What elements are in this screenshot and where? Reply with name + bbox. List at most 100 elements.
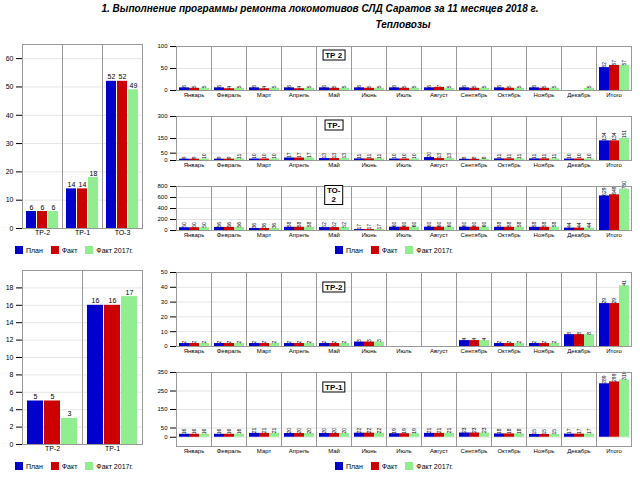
svg-text:20: 20 bbox=[6, 168, 14, 175]
svg-text:Март: Март bbox=[257, 92, 272, 98]
svg-text:21: 21 bbox=[426, 428, 432, 434]
svg-text:Октябрь: Октябрь bbox=[497, 232, 520, 238]
svg-text:10: 10 bbox=[251, 153, 257, 159]
svg-text:50: 50 bbox=[181, 222, 187, 228]
svg-text:150: 150 bbox=[157, 135, 168, 141]
svg-text:10: 10 bbox=[6, 354, 14, 361]
svg-text:23: 23 bbox=[471, 427, 477, 433]
svg-text:16: 16 bbox=[201, 429, 207, 435]
svg-text:Июнь: Июнь bbox=[361, 448, 376, 454]
svg-text:19: 19 bbox=[391, 428, 397, 434]
svg-text:600: 600 bbox=[157, 194, 168, 200]
svg-text:10: 10 bbox=[401, 153, 407, 159]
svg-text:8: 8 bbox=[10, 371, 14, 378]
svg-text:52: 52 bbox=[601, 62, 607, 68]
svg-text:6: 6 bbox=[356, 85, 362, 88]
svg-text:Апрель: Апрель bbox=[289, 162, 309, 168]
svg-text:22: 22 bbox=[366, 427, 372, 433]
svg-text:200: 200 bbox=[157, 216, 168, 222]
svg-text:7: 7 bbox=[436, 84, 442, 87]
svg-text:44: 44 bbox=[566, 222, 572, 228]
svg-text:Январь: Январь bbox=[184, 448, 205, 454]
svg-text:2: 2 bbox=[251, 341, 257, 344]
svg-text:17: 17 bbox=[366, 224, 372, 230]
svg-text:5: 5 bbox=[411, 85, 417, 88]
svg-text:ТР-2: ТР-2 bbox=[45, 445, 60, 452]
svg-text:Октябрь: Октябрь bbox=[497, 348, 520, 354]
svg-text:5: 5 bbox=[331, 85, 337, 88]
svg-text:23: 23 bbox=[481, 427, 487, 433]
svg-text:5: 5 bbox=[516, 85, 522, 88]
svg-text:56: 56 bbox=[226, 222, 232, 228]
svg-text:5: 5 bbox=[191, 85, 197, 88]
svg-text:Февраль: Февраль bbox=[217, 448, 241, 454]
svg-text:22: 22 bbox=[376, 427, 382, 433]
svg-text:6: 6 bbox=[321, 85, 327, 88]
svg-text:6: 6 bbox=[426, 85, 432, 88]
svg-text:10: 10 bbox=[261, 153, 267, 159]
svg-text:Апрель: Апрель bbox=[289, 348, 309, 354]
svg-text:6: 6 bbox=[496, 85, 502, 88]
svg-text:41: 41 bbox=[621, 280, 627, 286]
svg-text:29: 29 bbox=[611, 298, 617, 304]
svg-text:6: 6 bbox=[181, 85, 187, 88]
svg-text:3: 3 bbox=[356, 339, 362, 342]
svg-text:60: 60 bbox=[436, 221, 442, 227]
svg-text:16: 16 bbox=[226, 429, 232, 435]
svg-text:21: 21 bbox=[436, 428, 442, 434]
svg-text:58: 58 bbox=[551, 222, 557, 228]
svg-text:17: 17 bbox=[296, 152, 302, 158]
svg-text:Август: Август bbox=[430, 92, 448, 98]
svg-text:5: 5 bbox=[471, 85, 477, 88]
svg-text:4: 4 bbox=[481, 338, 487, 341]
svg-text:60: 60 bbox=[481, 221, 487, 227]
svg-text:5: 5 bbox=[541, 85, 547, 88]
svg-text:Май: Май bbox=[328, 348, 340, 354]
svg-text:2: 2 bbox=[10, 423, 14, 430]
svg-text:ТР-1: ТР-1 bbox=[75, 229, 90, 236]
svg-text:4: 4 bbox=[296, 86, 302, 89]
svg-text:21: 21 bbox=[261, 428, 267, 434]
svg-text:5: 5 bbox=[481, 85, 487, 88]
svg-text:17: 17 bbox=[286, 152, 292, 158]
svg-text:14: 14 bbox=[68, 181, 76, 188]
svg-text:Сентябрь: Сентябрь bbox=[461, 232, 488, 238]
svg-text:300: 300 bbox=[157, 113, 168, 119]
svg-text:2: 2 bbox=[321, 341, 327, 344]
svg-text:2: 2 bbox=[236, 341, 242, 344]
svg-text:5: 5 bbox=[236, 85, 242, 88]
svg-text:13: 13 bbox=[321, 153, 327, 159]
svg-text:ТО-3: ТО-3 bbox=[115, 229, 131, 236]
svg-text:50: 50 bbox=[161, 65, 168, 71]
svg-text:20: 20 bbox=[286, 428, 292, 434]
svg-text:60: 60 bbox=[411, 221, 417, 227]
svg-text:3: 3 bbox=[376, 339, 382, 342]
svg-text:13: 13 bbox=[446, 153, 452, 159]
svg-text:2: 2 bbox=[341, 341, 347, 344]
svg-text:20: 20 bbox=[426, 152, 432, 158]
svg-text:9: 9 bbox=[181, 156, 187, 159]
svg-text:Итого: Итого bbox=[606, 162, 622, 168]
svg-text:8: 8 bbox=[481, 156, 487, 159]
svg-text:800: 800 bbox=[157, 183, 168, 189]
svg-text:52: 52 bbox=[321, 222, 327, 228]
svg-text:0: 0 bbox=[164, 434, 168, 440]
svg-text:20: 20 bbox=[296, 428, 302, 434]
svg-text:2: 2 bbox=[551, 341, 557, 344]
svg-text:16: 16 bbox=[181, 429, 187, 435]
svg-text:13: 13 bbox=[436, 153, 442, 159]
svg-text:5: 5 bbox=[271, 85, 277, 88]
svg-text:10: 10 bbox=[576, 153, 582, 159]
svg-text:6: 6 bbox=[41, 204, 45, 211]
svg-text:10: 10 bbox=[391, 153, 397, 159]
svg-text:11: 11 bbox=[376, 153, 382, 158]
svg-text:58: 58 bbox=[496, 222, 502, 228]
svg-text:50: 50 bbox=[161, 425, 168, 431]
svg-text:Июнь: Июнь bbox=[361, 162, 376, 168]
svg-text:Июль: Июль bbox=[396, 92, 411, 98]
svg-text:Март: Март bbox=[257, 162, 272, 168]
svg-text:ТР-1: ТР-1 bbox=[105, 445, 120, 452]
svg-text:11: 11 bbox=[506, 153, 512, 158]
svg-text:2: 2 bbox=[516, 341, 522, 344]
svg-text:750: 750 bbox=[621, 181, 627, 190]
